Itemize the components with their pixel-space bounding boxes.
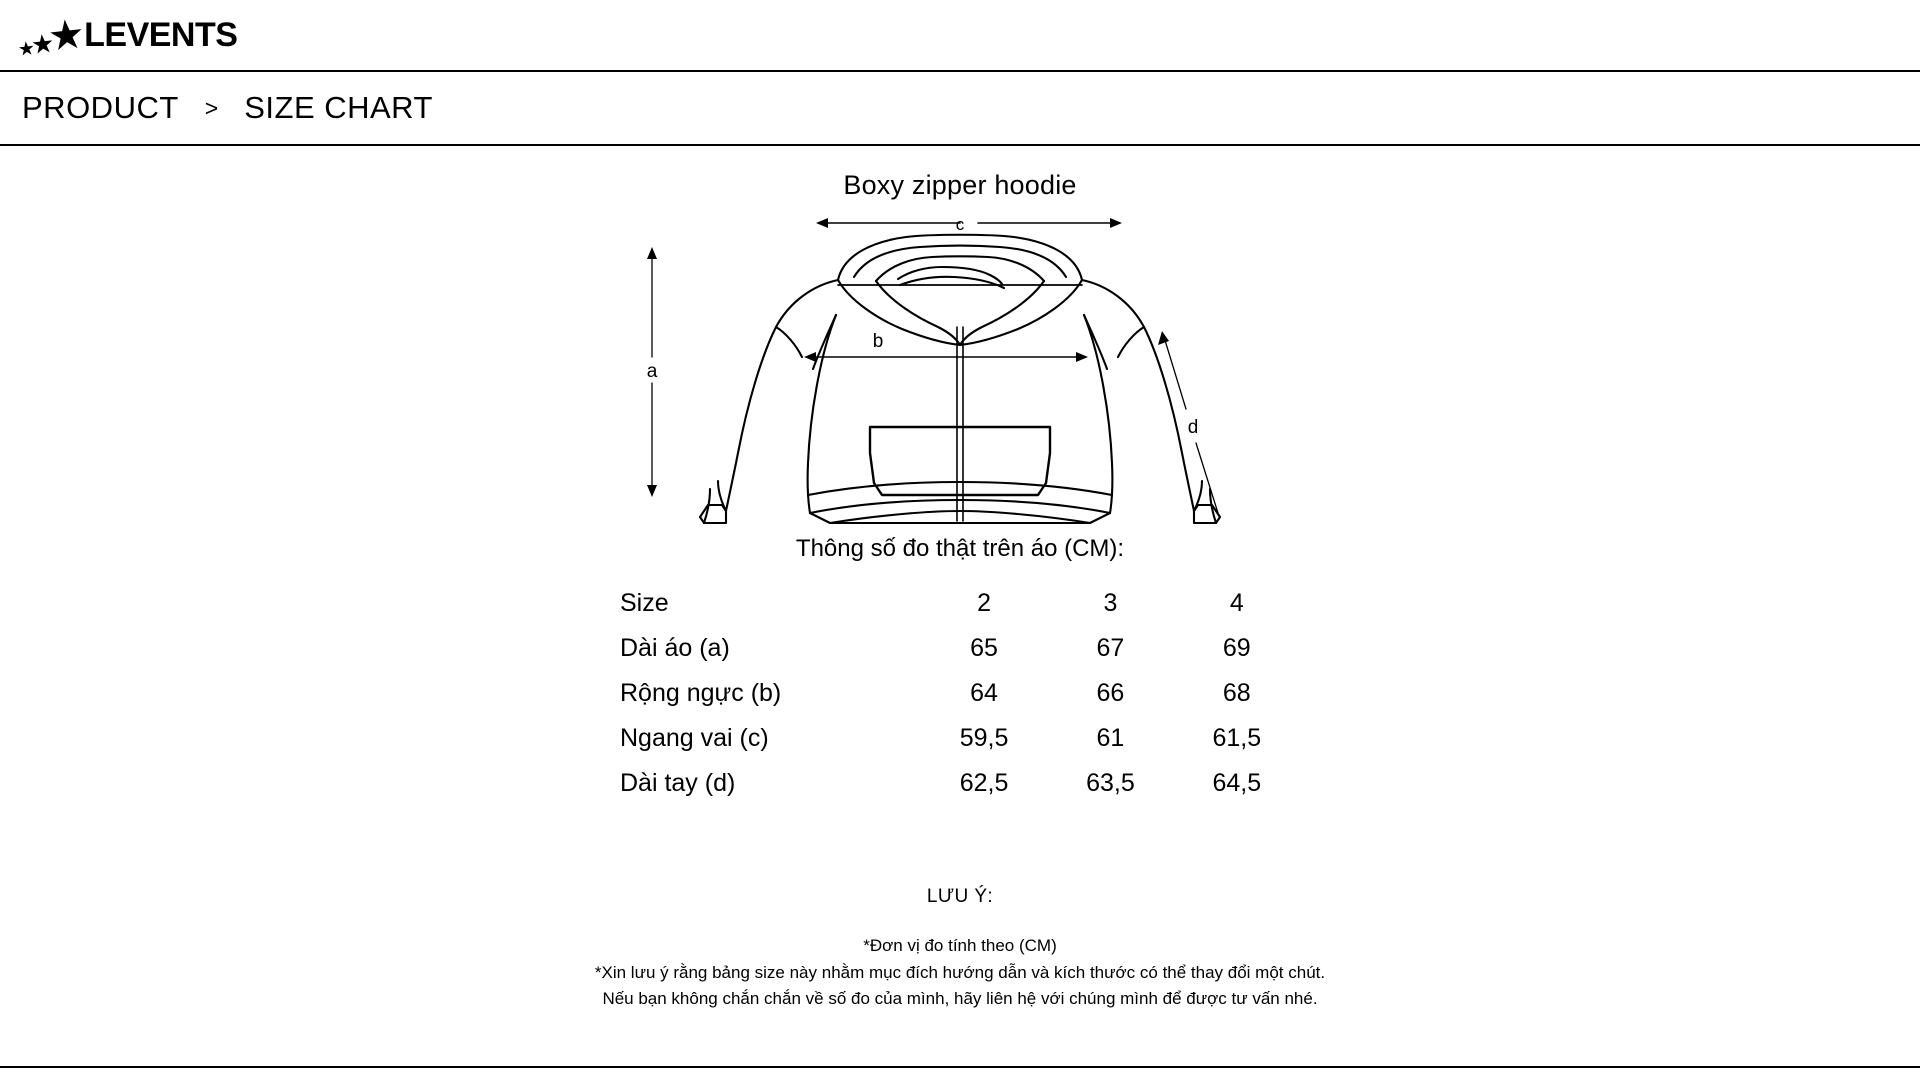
kangaroo-pocket	[868, 425, 1052, 497]
dimension-label-b: b	[873, 331, 884, 352]
size-chart-content: Boxy zipper hoodie	[0, 146, 1920, 1068]
breadcrumb-item-product[interactable]: PRODUCT	[22, 90, 179, 125]
notes-section: LƯU Ý: *Đơn vị đo tính theo (CM) *Xin lư…	[595, 882, 1325, 1012]
dimension-d	[1158, 331, 1219, 514]
cell-body-length-3: 67	[1096, 634, 1125, 662]
hoodie-diagram-svg: c a b d	[647, 215, 1222, 525]
cell-chest-width-4: 68	[1222, 679, 1251, 707]
cell-body-length-4: 69	[1222, 634, 1251, 662]
hood-outline	[836, 233, 1084, 290]
cell-sleeve-length-4: 64,5	[1212, 769, 1262, 797]
table-row: Rộng ngực (b) 64 66 68	[620, 671, 1300, 716]
cell-size-2: 2	[977, 589, 991, 617]
left-cuff	[698, 479, 728, 525]
row-label-chest-width: Rộng ngực (b)	[620, 679, 782, 707]
notes-heading: LƯU Ý:	[926, 886, 994, 907]
dimension-a	[647, 247, 657, 497]
cell-sleeve-length-3: 63,5	[1086, 769, 1135, 797]
note-line-unit: *Đơn vị đo tính theo (CM)	[863, 936, 1057, 956]
cell-size-4: 4	[1229, 589, 1244, 617]
note-line-contact: Nếu bạn không chắn chắn về số đo của mìn…	[602, 989, 1318, 1009]
hoodie-technical-drawing: c a b d	[630, 205, 1290, 525]
note-line-guidance: *Xin lưu ý rằng bảng size này nhằm mục đ…	[594, 962, 1326, 982]
cell-shoulder-width-3: 61	[1096, 724, 1125, 752]
row-label-body-length: Dài áo (a)	[620, 634, 730, 662]
cell-size-3: 3	[1103, 589, 1118, 617]
dimension-label-a: a	[647, 361, 658, 382]
size-measurements-table: Size 2 3 4 Dài áo (a) 65 67 69 Rộng ngực…	[620, 581, 1300, 806]
right-cuff	[1192, 479, 1222, 525]
brand-logo[interactable]: ★ ★ ★ LEVENTS	[16, 9, 238, 61]
dimension-label-d: d	[1188, 417, 1199, 438]
product-title: Boxy zipper hoodie	[843, 170, 1077, 200]
breadcrumb-item-size-chart: SIZE CHART	[244, 90, 433, 125]
chevron-right-icon: >	[204, 94, 219, 121]
table-row: Dài tay (d) 62,5 63,5 64,5	[620, 761, 1300, 806]
cell-shoulder-width-2: 59,5	[959, 724, 1009, 752]
brand-name: LEVENTS	[84, 16, 238, 54]
breadcrumb: PRODUCT > SIZE CHART	[0, 72, 1920, 146]
row-label-shoulder-width: Ngang vai (c)	[620, 724, 769, 752]
notes-lines: *Đơn vị đo tính theo (CM) *Xin lưu ý rằn…	[595, 933, 1325, 1012]
table-row: Size 2 3 4	[620, 581, 1300, 626]
row-label-size: Size	[620, 589, 669, 617]
dimension-label-c: c	[956, 215, 965, 234]
measurements-caption: Thông số đo thật trên áo (CM):	[795, 535, 1125, 562]
row-label-sleeve-length: Dài tay (d)	[620, 769, 736, 797]
body-outline	[724, 278, 1196, 515]
dimension-c	[816, 218, 1122, 228]
hood-drape	[836, 278, 1084, 347]
cell-chest-width-3: 66	[1096, 679, 1125, 707]
bottom-divider	[0, 1066, 1920, 1068]
three-stars-icon: ★ ★ ★	[16, 9, 88, 61]
zipper	[956, 326, 964, 522]
cell-sleeve-length-2: 62,5	[959, 769, 1009, 797]
table-row: Dài áo (a) 65 67 69	[620, 626, 1300, 671]
cell-body-length-2: 65	[970, 634, 998, 662]
table-row: Ngang vai (c) 59,5 61 61,5	[620, 716, 1300, 761]
hem-ribbing	[806, 480, 1114, 525]
dimension-b	[804, 352, 1088, 362]
cell-chest-width-2: 64	[970, 679, 998, 707]
cell-shoulder-width-4: 61,5	[1212, 724, 1262, 752]
brand-header: ★ ★ ★ LEVENTS	[0, 0, 1920, 72]
